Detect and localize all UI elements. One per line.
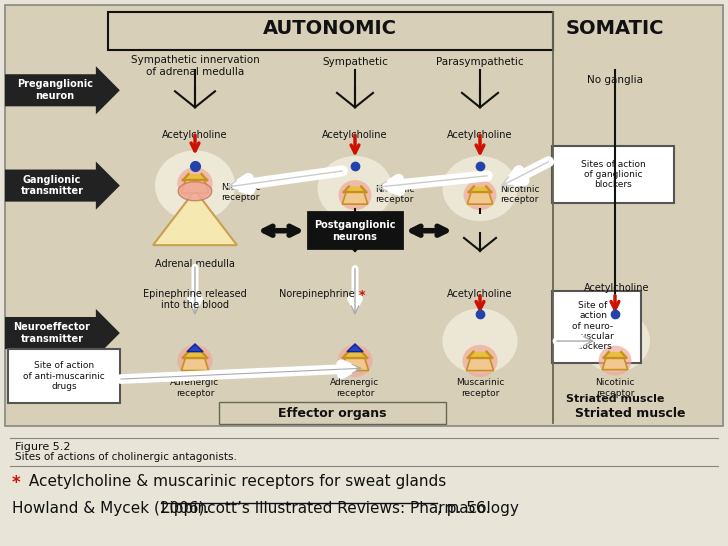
Text: Postganglionic
neurons: Postganglionic neurons — [314, 220, 396, 241]
Text: Acetylcholine: Acetylcholine — [447, 289, 513, 299]
FancyBboxPatch shape — [108, 12, 553, 50]
Text: Neuroeffector
transmitter: Neuroeffector transmitter — [14, 322, 90, 344]
Text: Acetylcholine & muscarinic receptors for sweat glands: Acetylcholine & muscarinic receptors for… — [24, 474, 446, 489]
FancyBboxPatch shape — [8, 349, 120, 403]
Text: No ganglia: No ganglia — [587, 75, 643, 85]
Polygon shape — [183, 174, 207, 180]
Text: Nicotinic
receptor: Nicotinic receptor — [500, 185, 539, 204]
Polygon shape — [183, 352, 207, 358]
Text: Adrenergic
receptor: Adrenergic receptor — [170, 378, 220, 397]
Text: Nicotinic
receptor: Nicotinic receptor — [596, 378, 635, 397]
Text: Acetylcholine: Acetylcholine — [323, 130, 388, 140]
Text: Lippincott’s Illustrated Reviews: Pharmacology: Lippincott’s Illustrated Reviews: Pharma… — [161, 501, 518, 516]
FancyBboxPatch shape — [5, 66, 120, 114]
Text: Acetylcholine: Acetylcholine — [162, 130, 228, 140]
Text: Muscarinic
receptor: Muscarinic receptor — [456, 378, 505, 397]
Ellipse shape — [580, 310, 650, 372]
FancyBboxPatch shape — [552, 146, 674, 203]
Text: Figure 5.2: Figure 5.2 — [15, 442, 71, 452]
Text: Ganglionic
transmitter: Ganglionic transmitter — [20, 175, 84, 197]
Text: Site of action
of anti-muscarinic
drugs: Site of action of anti-muscarinic drugs — [23, 361, 105, 391]
Ellipse shape — [178, 182, 212, 201]
Text: Epinephrine released
into the blood: Epinephrine released into the blood — [143, 289, 247, 311]
Polygon shape — [602, 358, 628, 370]
Ellipse shape — [178, 167, 213, 199]
Text: Nicotinic
receptor: Nicotinic receptor — [221, 183, 261, 203]
Polygon shape — [604, 352, 626, 358]
Text: Acetylcholine: Acetylcholine — [585, 283, 650, 293]
Text: Acetylcholine: Acetylcholine — [447, 130, 513, 140]
Polygon shape — [181, 180, 209, 193]
Text: Howland & Mycek (2006).: Howland & Mycek (2006). — [12, 501, 214, 516]
Text: *: * — [12, 474, 20, 492]
Polygon shape — [468, 352, 492, 358]
Polygon shape — [467, 192, 493, 204]
Text: AUTONOMIC: AUTONOMIC — [263, 19, 397, 38]
Text: Site of
action
of neuro-
muscular
blockers: Site of action of neuro- muscular blocke… — [572, 301, 614, 351]
Ellipse shape — [462, 345, 498, 377]
Ellipse shape — [339, 180, 371, 210]
Ellipse shape — [443, 308, 518, 373]
Polygon shape — [467, 358, 494, 371]
Text: Effector organs: Effector organs — [278, 407, 387, 420]
Polygon shape — [343, 352, 367, 358]
Ellipse shape — [317, 156, 392, 221]
Text: Sympathetic: Sympathetic — [322, 57, 388, 67]
Ellipse shape — [598, 346, 631, 376]
Ellipse shape — [178, 345, 213, 377]
Text: Adrenergic
receptor: Adrenergic receptor — [331, 378, 379, 397]
Text: Nicotinic
receptor: Nicotinic receptor — [375, 185, 414, 204]
Ellipse shape — [155, 151, 235, 221]
Text: Sites of actions of cholinergic antagonists.: Sites of actions of cholinergic antagoni… — [15, 452, 237, 462]
Ellipse shape — [337, 345, 373, 377]
Ellipse shape — [443, 156, 518, 221]
Polygon shape — [187, 344, 203, 352]
Text: Sites of action
of ganglionic
blockers: Sites of action of ganglionic blockers — [581, 159, 646, 189]
Polygon shape — [344, 186, 366, 192]
Text: Norepinephrine: Norepinephrine — [280, 289, 355, 299]
Polygon shape — [342, 192, 368, 204]
Text: Preganglionic
neuron: Preganglionic neuron — [17, 80, 93, 101]
Polygon shape — [153, 191, 237, 245]
FancyBboxPatch shape — [552, 291, 641, 363]
Polygon shape — [341, 358, 368, 371]
FancyBboxPatch shape — [308, 212, 402, 248]
Text: Parasympathetic: Parasympathetic — [436, 57, 524, 67]
Polygon shape — [347, 344, 363, 352]
Polygon shape — [181, 358, 209, 371]
FancyBboxPatch shape — [219, 402, 446, 424]
Text: SOMATIC: SOMATIC — [566, 19, 664, 38]
Text: Striated muscle: Striated muscle — [566, 394, 664, 404]
Text: *: * — [359, 289, 365, 302]
Polygon shape — [469, 186, 491, 192]
FancyBboxPatch shape — [5, 309, 120, 357]
Text: , p. 56.: , p. 56. — [437, 501, 490, 516]
Text: Sympathetic innervation
of adrenal medulla: Sympathetic innervation of adrenal medul… — [130, 55, 259, 77]
FancyBboxPatch shape — [5, 162, 120, 210]
Ellipse shape — [464, 180, 496, 210]
FancyBboxPatch shape — [5, 5, 723, 426]
Text: Striated muscle: Striated muscle — [574, 407, 685, 420]
Text: Adrenal medulla: Adrenal medulla — [155, 259, 235, 269]
